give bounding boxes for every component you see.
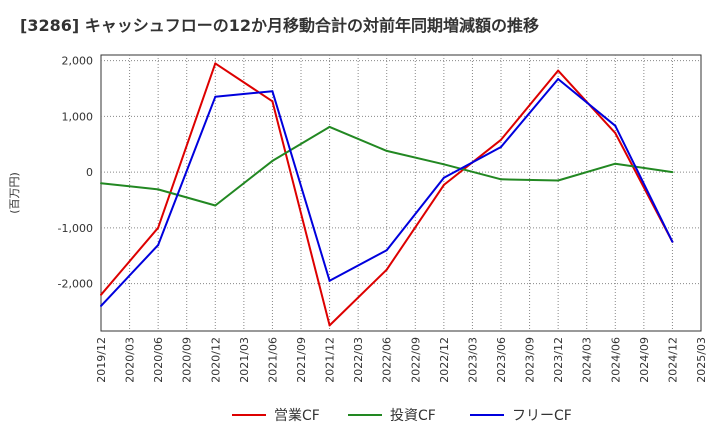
data-point bbox=[557, 69, 560, 72]
legend-label-1: 投資CF bbox=[390, 408, 436, 424]
legend-label-0: 営業CF bbox=[274, 408, 320, 424]
x-tick-label: 2020/03 bbox=[124, 337, 137, 383]
x-tick-label: 2021/06 bbox=[266, 337, 279, 383]
data-point bbox=[557, 179, 560, 182]
data-point bbox=[385, 149, 388, 152]
data-point bbox=[671, 240, 674, 243]
x-tick-label: 2022/12 bbox=[438, 337, 451, 383]
data-point bbox=[214, 95, 217, 98]
y-tick-label: 0 bbox=[86, 166, 93, 179]
x-tick-label: 2023/03 bbox=[466, 337, 479, 383]
y-tick-label: 2,000 bbox=[62, 55, 94, 68]
data-point bbox=[500, 146, 502, 148]
x-tick-label: 2023/09 bbox=[524, 337, 537, 383]
x-tick-label: 2023/06 bbox=[495, 337, 508, 383]
x-tick-label: 2024/12 bbox=[666, 337, 679, 383]
data-point bbox=[157, 226, 160, 229]
x-tick-label: 2024/06 bbox=[609, 337, 622, 383]
data-point bbox=[614, 162, 617, 165]
data-point bbox=[100, 304, 102, 307]
x-tick-label: 2020/09 bbox=[181, 337, 194, 383]
x-tick-label: 2025/03 bbox=[695, 337, 708, 383]
data-point bbox=[614, 132, 617, 135]
x-tick-label: 2022/03 bbox=[352, 337, 365, 383]
x-tick-label: 2022/09 bbox=[409, 337, 422, 383]
data-point bbox=[442, 183, 445, 186]
data-point bbox=[157, 188, 160, 191]
data-point bbox=[328, 125, 331, 128]
x-tick-label: 2019/12 bbox=[95, 337, 108, 383]
data-point bbox=[385, 268, 388, 271]
data-point bbox=[614, 124, 617, 127]
data-point bbox=[214, 62, 217, 65]
x-tick-label: 2020/12 bbox=[209, 337, 222, 383]
plot-area bbox=[100, 54, 702, 332]
y-axis-label: (百万円) bbox=[8, 172, 21, 214]
y-tick-label: 1,000 bbox=[62, 110, 94, 123]
data-point bbox=[442, 176, 445, 179]
chart-title: [3286] キャッシュフローの12か月移動合計の対前年同期増減額の推移 bbox=[20, 16, 539, 35]
x-tick-label: 2020/06 bbox=[152, 337, 165, 383]
x-tick-label: 2021/12 bbox=[324, 337, 337, 383]
data-point bbox=[557, 77, 560, 80]
x-tick-label: 2021/09 bbox=[295, 337, 308, 383]
data-point bbox=[100, 293, 102, 296]
data-point bbox=[328, 279, 331, 282]
y-tick-label: -1,000 bbox=[58, 222, 93, 235]
x-tick-label: 2021/03 bbox=[238, 337, 251, 383]
legend-label-2: フリーCF bbox=[512, 408, 572, 424]
data-point bbox=[157, 244, 160, 247]
data-point bbox=[214, 204, 217, 207]
data-point bbox=[271, 90, 274, 93]
data-point bbox=[500, 138, 502, 141]
x-tick-label: 2022/06 bbox=[381, 337, 394, 383]
x-tick-label: 2024/09 bbox=[638, 337, 651, 383]
data-point bbox=[500, 178, 502, 181]
data-point bbox=[671, 171, 674, 174]
y-tick-label: -2,000 bbox=[58, 278, 93, 291]
x-tick-label: 2023/12 bbox=[552, 337, 565, 383]
data-point bbox=[271, 159, 274, 162]
data-point bbox=[385, 249, 388, 252]
data-point bbox=[442, 163, 445, 166]
x-tick-label: 2024/03 bbox=[581, 337, 594, 383]
data-point bbox=[328, 324, 331, 327]
data-point bbox=[271, 100, 274, 103]
data-point bbox=[100, 182, 102, 185]
